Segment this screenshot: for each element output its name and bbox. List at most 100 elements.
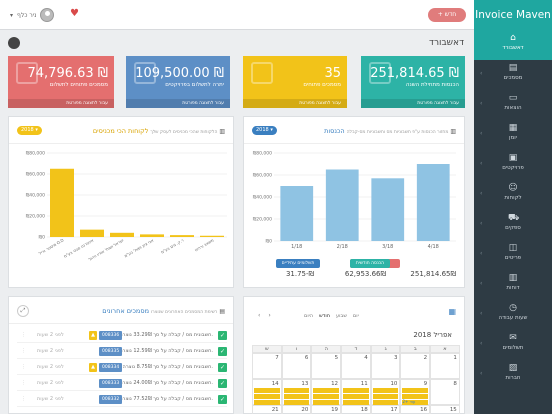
tab-week[interactable]: שבוע bbox=[335, 313, 347, 319]
more-icon[interactable]: ⋮ bbox=[21, 348, 26, 354]
calendar-event[interactable] bbox=[283, 400, 310, 405]
profile-icon[interactable] bbox=[8, 37, 20, 49]
next-month-icon[interactable]: › bbox=[268, 312, 271, 319]
list-item[interactable]: ✓ חשבונית מס / קבלה על סך 24.00₪ נוצרה. 00… bbox=[17, 377, 227, 391]
calendar-event[interactable] bbox=[372, 400, 399, 405]
check-icon: ✓ bbox=[218, 363, 227, 372]
more-icon[interactable]: ⋮ bbox=[21, 332, 26, 338]
weekday-label: ה bbox=[311, 345, 342, 353]
calendar-event[interactable] bbox=[372, 394, 399, 399]
calendar-event[interactable] bbox=[313, 394, 340, 399]
mail-icon: ✉ bbox=[509, 333, 517, 343]
sidebar-item-chart[interactable]: ▥ דוחות ‹ bbox=[474, 270, 552, 300]
calendar-day[interactable]: 21 bbox=[252, 405, 282, 414]
doc-number-badge[interactable]: 008333 bbox=[99, 379, 123, 388]
calendar-event[interactable] bbox=[313, 400, 340, 405]
more-icon[interactable]: ⋮ bbox=[21, 380, 26, 386]
more-icon[interactable]: ⋮ bbox=[21, 396, 26, 402]
calendar-event[interactable] bbox=[254, 400, 280, 405]
stat-card-projects-balance[interactable]: 109,500.00 ₪ יתרה לתשלום בפרויקטים עבור … bbox=[126, 56, 230, 108]
calendar-day[interactable]: 12 bbox=[311, 379, 342, 405]
calendar-day[interactable]: 8 bbox=[430, 379, 460, 405]
calendar-day[interactable]: 11 bbox=[341, 379, 371, 405]
calendar-event[interactable] bbox=[283, 394, 310, 399]
income-year-select[interactable]: 2018 ▾ bbox=[252, 126, 277, 135]
calendar-day[interactable]: 1 bbox=[430, 353, 460, 379]
calendar-event[interactable] bbox=[343, 388, 369, 393]
stat-footer-link[interactable]: עבור לתצוגה מפורטת bbox=[126, 99, 230, 108]
calendar-day[interactable]: 9 עוד +2 bbox=[400, 379, 431, 405]
calendar-day[interactable]: 16 bbox=[400, 405, 431, 414]
stat-footer-link[interactable]: עבור לתצוגה מפורטת bbox=[8, 99, 114, 108]
tab-today[interactable]: היום bbox=[304, 313, 314, 319]
calendar-icon: ▦ bbox=[508, 123, 518, 133]
more-events-link[interactable]: עוד +2 bbox=[402, 399, 416, 404]
calendar-day[interactable]: 19 bbox=[311, 405, 342, 414]
expand-icon[interactable]: ⤢ bbox=[17, 305, 29, 317]
tab-day[interactable]: יום bbox=[352, 313, 359, 319]
list-item[interactable]: ✓ חשבונית מס / קבלה על סך 8.75₪ נוצרה. 008… bbox=[17, 361, 227, 375]
calendar-day[interactable]: 6 bbox=[281, 353, 312, 379]
sidebar-item-document[interactable]: ▤ מסמכים ‹ bbox=[474, 60, 552, 90]
more-icon[interactable]: ⋮ bbox=[21, 364, 26, 370]
calendar-event[interactable] bbox=[254, 388, 280, 393]
sidebar-item-mail[interactable]: ✉ תשלומים ‹ bbox=[474, 330, 552, 360]
calendar-day[interactable]: 15 bbox=[430, 405, 460, 414]
sidebar-item-wallet[interactable]: ▭ הוצאות ‹ bbox=[474, 90, 552, 120]
new-button[interactable]: + חדש bbox=[428, 8, 466, 22]
doc-number-badge[interactable]: 008334 bbox=[99, 363, 123, 372]
tab-month[interactable]: חודש bbox=[319, 313, 330, 319]
list-item[interactable]: ✓ חשבונית מס / קבלה על סך 12.59₪ נוצרה. 00… bbox=[17, 345, 227, 359]
list-item[interactable]: ✓ חשבונית מס / קבלה על סך 77.52₪ נוצרה. 00… bbox=[17, 393, 227, 407]
calendar-day[interactable]: 20 bbox=[281, 405, 312, 414]
cash-icon bbox=[369, 62, 391, 84]
brand-logo[interactable]: Invoice Maven bbox=[474, 0, 552, 30]
calendar-day[interactable]: 14 bbox=[252, 379, 282, 405]
calendar-event[interactable] bbox=[313, 388, 340, 393]
calendar-event[interactable] bbox=[402, 388, 429, 393]
sidebar-item-briefcase[interactable]: ▣ פרויקטים ‹ bbox=[474, 150, 552, 180]
avatar[interactable] bbox=[40, 8, 55, 22]
calendar-day[interactable]: 4 bbox=[341, 353, 371, 379]
list-item[interactable]: ✓ חשבונית מס / קבלה על סך 33.29₪ נוצרה. 00… bbox=[17, 329, 227, 343]
prev-month-icon[interactable]: ‹ bbox=[258, 312, 261, 319]
sidebar-item-box[interactable]: ◫ פריטים ‹ bbox=[474, 240, 552, 270]
stat-card-open-docs[interactable]: 35 מסמכים פתוחים עבור לתצוגה מפורטת bbox=[243, 56, 347, 108]
clients-year-select[interactable]: 2018 ▾ bbox=[17, 126, 42, 135]
calendar-event[interactable] bbox=[343, 394, 369, 399]
sidebar-item-calendar[interactable]: ▦ יומן ‹ bbox=[474, 120, 552, 150]
sidebar-item-building[interactable]: ▨ חברות ‹ bbox=[474, 360, 552, 390]
calendar-day[interactable]: 17 bbox=[370, 405, 401, 414]
calendar-day[interactable]: 10 bbox=[370, 379, 401, 405]
sidebar-item-truck[interactable]: ⛟ ספקים ‹ bbox=[474, 210, 552, 240]
day-number: 14 bbox=[271, 381, 279, 387]
doc-number-badge[interactable]: 008332 bbox=[99, 395, 123, 404]
calendar-day[interactable]: 13 bbox=[281, 379, 312, 405]
calendar-event[interactable] bbox=[402, 400, 429, 405]
calendar-event[interactable] bbox=[402, 394, 429, 399]
doc-number-badge[interactable]: 008335 bbox=[99, 347, 123, 356]
stat-footer-link[interactable]: עבור לתצוגה מפורטת bbox=[243, 99, 347, 108]
stat-card-income[interactable]: 251,814.65 ₪ הכנסות מתחילת השנה עבור לתצ… bbox=[361, 56, 465, 108]
sidebar-item-home[interactable]: ⌂ דאשבורד bbox=[474, 30, 552, 60]
calendar-day[interactable]: 18 bbox=[341, 405, 371, 414]
calendar-day[interactable]: 3 bbox=[370, 353, 401, 379]
weekday-label: א bbox=[430, 345, 460, 353]
clients-panel-header: הלקוחות שהכי מכניסים לעסק שלך לקוחות הכי… bbox=[93, 127, 225, 135]
calendar-event[interactable] bbox=[372, 388, 399, 393]
sidebar-item-users[interactable]: ☺ לקוחות ‹ bbox=[474, 180, 552, 210]
x-tick-label: 3/18 bbox=[382, 244, 393, 250]
calendar-event[interactable] bbox=[283, 388, 310, 393]
calendar-day[interactable]: 5 bbox=[311, 353, 342, 379]
sidebar-item-clock[interactable]: ◷ שעות עבודה ‹ bbox=[474, 300, 552, 330]
calendar-day[interactable]: 7 bbox=[252, 353, 282, 379]
calendar-day[interactable]: 2 bbox=[400, 353, 431, 379]
doc-number-badge[interactable]: 008336 bbox=[99, 331, 123, 340]
recent-documents-panel: רשימת המסמכים האחרונים שנוצרו מסמכים אחר… bbox=[8, 296, 234, 414]
calendar-event[interactable] bbox=[254, 394, 280, 399]
stat-card-open-payments[interactable]: 74,796.63 ₪ מסמכים פתוחים לתשלום עבור לת… bbox=[8, 56, 114, 108]
user-menu[interactable]: ▾ ניר כלף bbox=[10, 7, 55, 23]
stat-footer-link[interactable]: עבור לתצוגה מפורטת bbox=[361, 99, 465, 108]
calendar-event[interactable] bbox=[343, 400, 369, 405]
heart-icon[interactable]: ♥ bbox=[70, 8, 79, 19]
